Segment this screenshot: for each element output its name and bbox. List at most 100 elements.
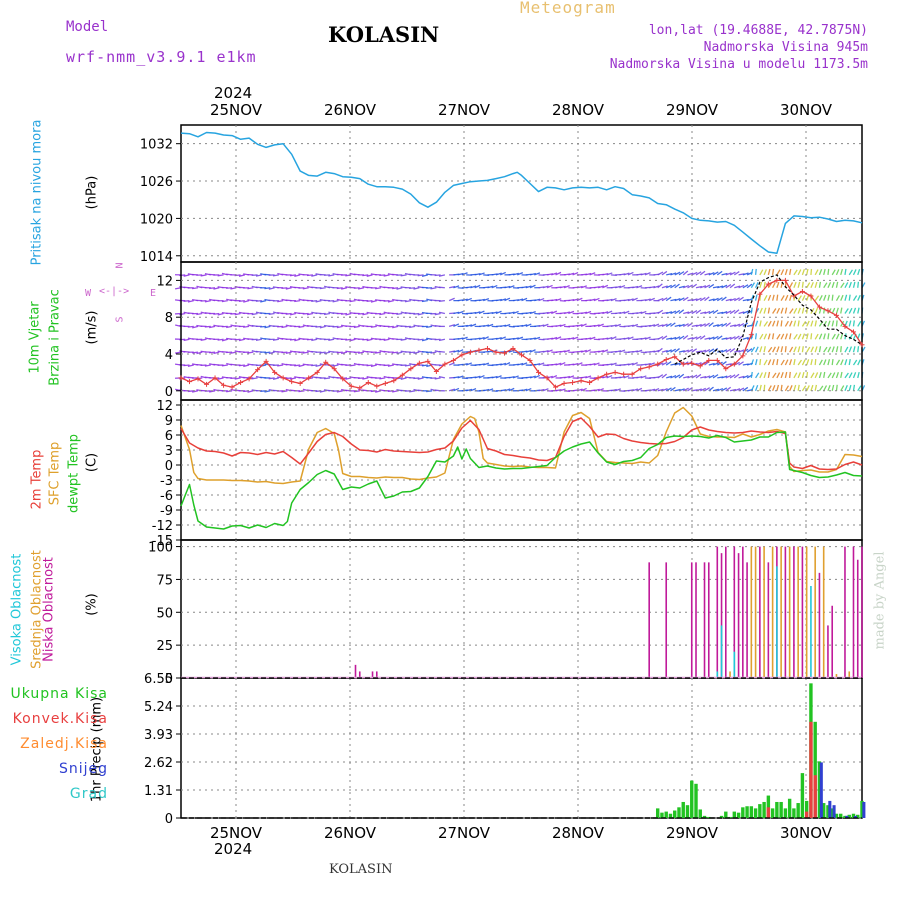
wind-barb bbox=[294, 299, 301, 303]
wind-barb bbox=[457, 375, 464, 379]
wind-barb bbox=[848, 307, 853, 314]
wind-barb bbox=[754, 333, 757, 340]
wind-barb bbox=[294, 364, 301, 367]
wind-barb bbox=[461, 298, 468, 302]
wind-barb bbox=[204, 325, 211, 328]
wind-barb bbox=[306, 312, 314, 316]
wind-barb bbox=[606, 336, 613, 340]
wind-barb bbox=[538, 297, 545, 302]
wind-barb bbox=[678, 350, 685, 353]
wind-barb bbox=[666, 337, 673, 340]
wind-barb bbox=[640, 272, 647, 276]
wind-barb bbox=[264, 390, 271, 393]
wind-barb bbox=[742, 298, 749, 302]
wind-barb bbox=[691, 283, 698, 289]
wind-barb bbox=[345, 377, 352, 380]
legend-snow: Snijeg bbox=[58, 761, 108, 777]
wind-barb bbox=[810, 346, 814, 353]
wind-barb bbox=[294, 338, 301, 342]
wind-barb bbox=[767, 320, 772, 327]
wind-barb bbox=[763, 321, 769, 327]
wind-barb bbox=[255, 274, 263, 277]
wind-barb bbox=[640, 310, 647, 315]
wind-barb bbox=[478, 298, 485, 302]
wind-barb bbox=[848, 320, 852, 327]
wind-barb bbox=[538, 324, 545, 328]
wind-barb bbox=[780, 269, 785, 276]
wind-barb bbox=[827, 346, 832, 353]
wind-barb bbox=[717, 387, 724, 392]
wind-barb bbox=[750, 385, 755, 392]
wind-barb bbox=[844, 282, 849, 289]
wind-barb bbox=[712, 309, 719, 315]
wind-barb bbox=[525, 285, 532, 289]
wind-barb bbox=[818, 307, 822, 314]
wind-barb bbox=[340, 351, 348, 355]
wind-barb bbox=[434, 274, 441, 277]
wind-barb bbox=[852, 359, 858, 366]
wind-barb bbox=[495, 375, 502, 379]
wind-barb bbox=[759, 307, 763, 314]
wind-barb bbox=[801, 281, 804, 288]
wind-barb bbox=[542, 323, 549, 328]
meteogram-title: Meteogram bbox=[520, 0, 616, 17]
wind-barb bbox=[831, 333, 836, 340]
wind-barb bbox=[810, 281, 814, 289]
date-label-top: 27NOV bbox=[438, 101, 491, 119]
wind-barb bbox=[555, 298, 562, 302]
wind-barb bbox=[247, 351, 254, 354]
precip-bar-total bbox=[813, 721, 817, 818]
wind-barb bbox=[332, 300, 339, 303]
wind-barb bbox=[563, 375, 571, 379]
wind-barb bbox=[780, 359, 785, 366]
wind-barb bbox=[810, 320, 814, 327]
precip-bar-total bbox=[732, 811, 737, 818]
wind-barb bbox=[721, 375, 728, 379]
wind-barb bbox=[396, 287, 403, 290]
wind-barb bbox=[797, 372, 801, 379]
wind-barb bbox=[742, 336, 749, 340]
wind-barb bbox=[238, 299, 245, 303]
wind-barb bbox=[551, 363, 558, 366]
wind-barb bbox=[268, 287, 275, 290]
wind-barb bbox=[823, 333, 826, 340]
wind-barb bbox=[209, 351, 216, 354]
wind-barb bbox=[627, 336, 634, 340]
wind-barb bbox=[474, 311, 481, 315]
wind-barb bbox=[551, 375, 558, 379]
wind-barb bbox=[840, 359, 844, 366]
wind-barb bbox=[848, 333, 854, 340]
wind-barb bbox=[534, 374, 541, 379]
wind-barb bbox=[572, 336, 579, 340]
y-tick-label: 1014 bbox=[140, 250, 173, 265]
wind-barb bbox=[793, 333, 798, 340]
compass-arrows-icon: <-|-> bbox=[99, 286, 130, 297]
wind-barb bbox=[682, 270, 689, 276]
wind-barb bbox=[674, 348, 680, 353]
wind-barb bbox=[666, 273, 673, 276]
y-tick-label: 6 bbox=[165, 429, 173, 444]
y-tick-label: 5.24 bbox=[144, 700, 173, 715]
wind-barb bbox=[844, 385, 848, 392]
precip-bar-snow bbox=[828, 800, 832, 818]
wind-barb bbox=[255, 299, 262, 302]
wind-barb bbox=[857, 307, 860, 314]
wind-barb bbox=[666, 311, 673, 315]
wind-barb bbox=[772, 372, 777, 379]
wind-barb bbox=[221, 338, 228, 342]
wind-barb bbox=[831, 320, 835, 327]
wind-barb bbox=[585, 349, 592, 353]
wind-barb bbox=[627, 324, 634, 328]
wind-barb bbox=[341, 287, 348, 290]
wind-barb bbox=[370, 325, 377, 328]
wind-barb bbox=[695, 271, 702, 276]
wind-barb bbox=[687, 284, 694, 289]
wind-barb bbox=[857, 320, 862, 327]
wind-barb bbox=[759, 320, 762, 327]
wind-barb bbox=[593, 362, 600, 366]
wind-barb bbox=[417, 312, 424, 316]
wind-barb bbox=[521, 324, 528, 328]
wind-barb bbox=[674, 271, 681, 276]
wind-barb bbox=[682, 335, 689, 340]
wind-barb bbox=[750, 268, 754, 276]
